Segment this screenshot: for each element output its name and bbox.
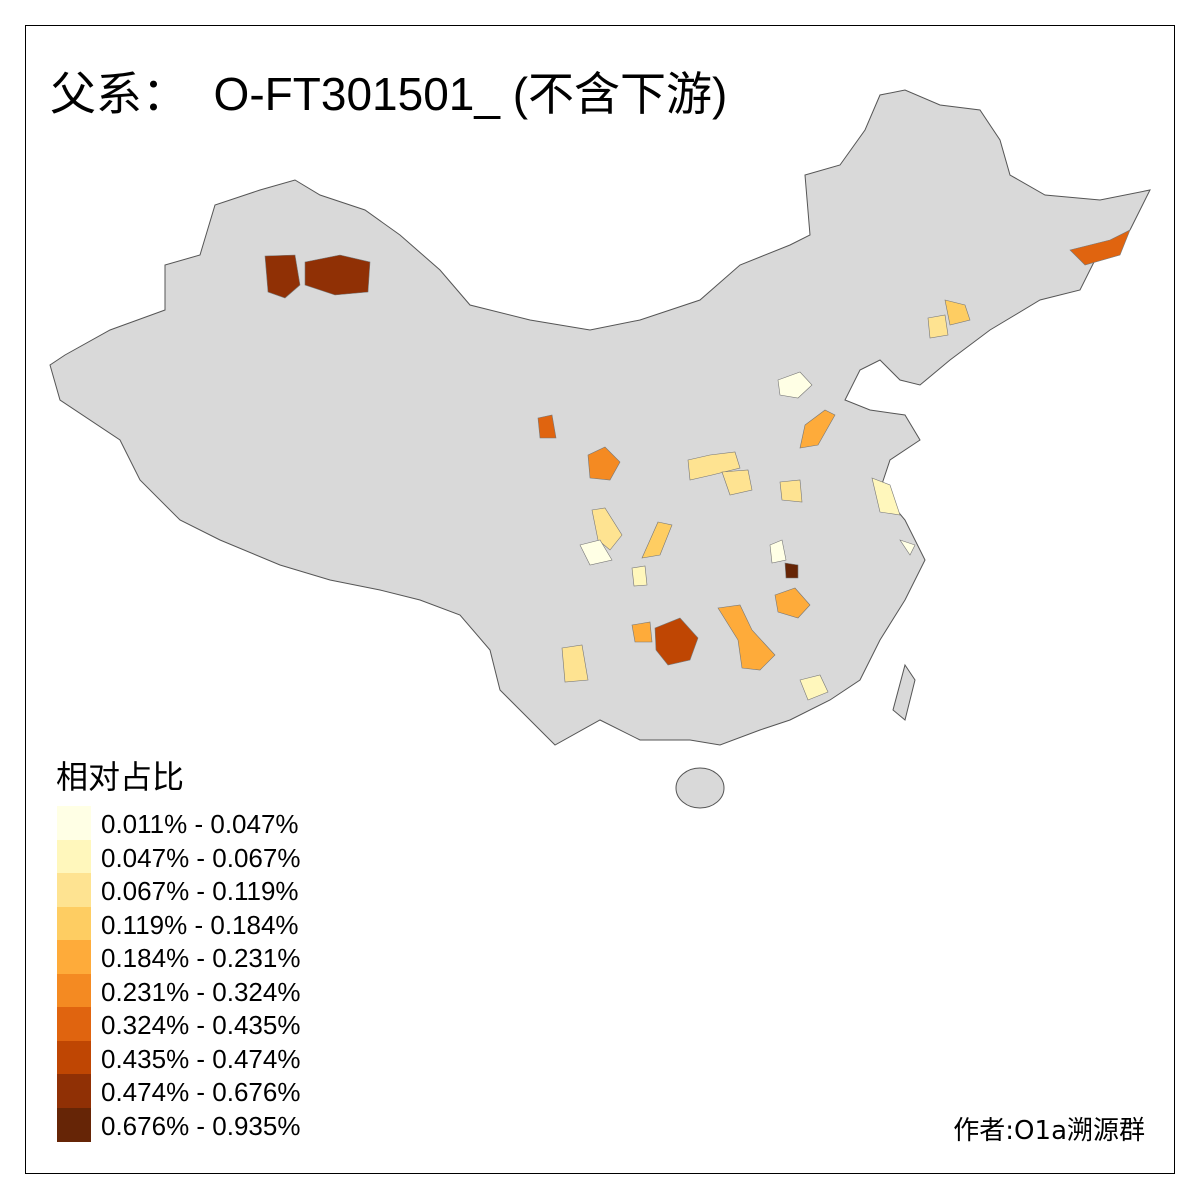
region-shape	[654, 617, 699, 666]
legend-label: 0.119% - 0.184%	[101, 909, 299, 940]
region-shape	[631, 621, 653, 643]
author-credit: 作者:O1a溯源群	[953, 1116, 1145, 1146]
legend-swatch	[57, 906, 91, 941]
region-shape	[871, 477, 901, 516]
legend-swatch	[57, 1107, 91, 1142]
region-shape	[721, 469, 753, 496]
region-shape	[899, 539, 916, 556]
china-mainland	[49, 89, 1151, 746]
legend-item: 0.184% - 0.231%	[57, 940, 357, 974]
legend-item: 0.119% - 0.184%	[57, 906, 357, 941]
region-shape	[779, 479, 803, 503]
legend-label: 0.067% - 0.119%	[101, 876, 299, 906]
legend-item: 0.676% - 0.935%	[57, 1107, 357, 1142]
region-shape	[1069, 229, 1131, 266]
region-shape	[579, 539, 613, 566]
legend-swatch	[57, 806, 91, 840]
region-shape	[591, 507, 623, 551]
legend-item: 0.474% - 0.676%	[57, 1074, 357, 1108]
legend-label: 0.231% - 0.324%	[101, 976, 301, 1007]
legend-item: 0.067% - 0.119%	[57, 873, 357, 907]
legend-item: 0.231% - 0.324%	[57, 973, 357, 1008]
legend-swatch	[57, 1040, 91, 1075]
legend-item: 0.011% - 0.047%	[57, 806, 357, 840]
legend-label: 0.047% - 0.067%	[101, 842, 301, 873]
region-shape	[777, 371, 813, 399]
region-shape	[304, 254, 371, 296]
region-shape	[687, 451, 741, 481]
legend-label: 0.011% - 0.047%	[101, 809, 299, 839]
region-shape	[927, 314, 949, 339]
legend-label: 0.435% - 0.474%	[101, 1043, 301, 1074]
region-shape	[537, 414, 557, 439]
legend-swatch	[57, 940, 91, 974]
legend-item: 0.435% - 0.474%	[57, 1040, 357, 1075]
taiwan-island	[892, 663, 916, 721]
region-shape	[264, 254, 301, 299]
region-shape	[769, 539, 787, 564]
region-shape	[561, 644, 589, 683]
legend-item: 0.047% - 0.067%	[57, 839, 357, 874]
region-shape	[799, 409, 836, 449]
legend-label: 0.474% - 0.676%	[101, 1077, 301, 1107]
region-shape	[641, 521, 673, 559]
legend-swatch	[57, 1074, 91, 1108]
figure-border	[25, 25, 1175, 1174]
legend-swatch	[57, 873, 91, 907]
legend-item: 0.324% - 0.435%	[57, 1007, 357, 1041]
region-shape	[631, 565, 648, 587]
legend-label: 0.324% - 0.435%	[101, 1010, 301, 1040]
legend-swatch	[57, 973, 91, 1008]
legend-label: 0.676% - 0.935%	[101, 1110, 301, 1141]
legend-title: 相对占比	[56, 758, 185, 796]
region-shape	[784, 562, 799, 579]
legend-swatch	[57, 1007, 91, 1041]
region-shape	[587, 446, 621, 481]
legend-label: 0.184% - 0.231%	[101, 943, 301, 973]
highlighted-regions	[264, 229, 1131, 701]
region-shape	[799, 674, 829, 701]
hainan-island	[675, 767, 725, 809]
region-shape	[774, 587, 811, 619]
region-shape	[944, 299, 971, 326]
region-shape	[717, 604, 776, 671]
legend-swatch	[57, 839, 91, 874]
map-title: 父系： O-FT301501_ (不含下游)	[50, 68, 728, 120]
